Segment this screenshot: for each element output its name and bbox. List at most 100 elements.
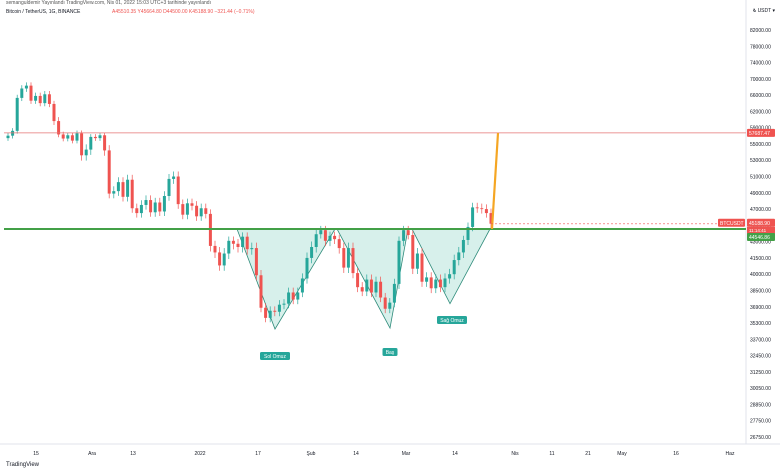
countdown-bg: [747, 226, 775, 234]
price-scale[interactable]: 82000.00 78000.00 74000.00 70000.00 66000.00…: [750, 28, 771, 441]
candle-body: [84, 149, 88, 156]
candle-body: [149, 200, 153, 213]
candle-body: [245, 236, 249, 250]
candle-body: [6, 135, 10, 139]
candle-body: [415, 253, 419, 269]
time-tick-label: Nis: [511, 451, 519, 457]
candle-body: [356, 273, 360, 288]
candle-body: [365, 279, 369, 292]
price-tick-label: 27750.00: [750, 419, 771, 425]
candle-body: [15, 97, 19, 131]
last-price-badge: 45188.90: [749, 221, 770, 227]
candle-body: [328, 235, 332, 241]
candle-body: [351, 248, 355, 274]
candle-body: [57, 121, 61, 135]
candle-body: [443, 278, 447, 288]
candle-body: [126, 179, 130, 197]
candle-body: [139, 204, 143, 214]
candle-body: [466, 226, 470, 240]
candle-body: [342, 248, 346, 268]
candle-body: [383, 297, 387, 309]
candle-body: [172, 176, 176, 179]
annotation-bg-3: [437, 316, 467, 324]
candle-body: [277, 304, 281, 312]
candle-body: [291, 292, 295, 300]
candle-body: [181, 204, 185, 215]
time-tick-label: 15: [33, 451, 39, 457]
candle-body: [153, 202, 157, 213]
candle-body: [287, 292, 291, 304]
symbol-badge: BTCUSDT: [720, 221, 744, 227]
time-scale[interactable]: 15 Ara 13 2022 17 Şub 14 Mar 14 Nis 11 21 May 16 Haz: [33, 451, 735, 457]
candle-body: [452, 260, 456, 275]
candle-body: [420, 253, 424, 282]
candle-body: [112, 191, 116, 194]
candle-body: [176, 176, 180, 205]
candle-body: [471, 207, 475, 227]
candle-body: [273, 310, 277, 312]
candle-body: [438, 279, 442, 288]
price-tick-label: 78000.00: [750, 44, 771, 50]
candle-body: [199, 208, 203, 217]
time-tick-label: 17: [255, 451, 261, 457]
candle-body: [158, 202, 162, 212]
candle-body: [480, 208, 484, 210]
time-tick-label: Şub: [307, 451, 316, 457]
annotation-layer: Sol Omuz Baş Sağ Omuz: [260, 316, 467, 360]
candle-body: [411, 235, 415, 269]
candle-body: [323, 230, 327, 241]
price-tick-label: 74000.00: [750, 61, 771, 67]
candle-body: [185, 203, 189, 215]
time-tick-label: Mar: [402, 451, 411, 457]
candle-body: [29, 85, 33, 101]
annotation-label-3: Sağ Omuz: [440, 318, 464, 324]
last-price-badge-bg: [747, 218, 775, 227]
annotation-bg-1: [260, 352, 290, 360]
price-tick-label: 51000.00: [750, 175, 771, 181]
currency-selector[interactable]: ₺ USDT ▾: [753, 8, 775, 14]
candle-body: [47, 94, 51, 104]
candle-body: [103, 135, 107, 151]
price-tick-label: 41500.00: [750, 256, 771, 262]
price-tick-label: 66000.00: [750, 93, 771, 99]
candle-body: [66, 135, 70, 139]
tradingview-logo: TradingView: [6, 462, 40, 468]
candle-body: [484, 209, 488, 214]
candle-body: [116, 182, 120, 192]
candle-body: [379, 281, 383, 298]
candle-body: [296, 292, 300, 300]
price-tick-label: 31250.00: [750, 370, 771, 376]
price-tick-label: 40000.00: [750, 272, 771, 278]
symbol-title[interactable]: Bitcoin / TetherUS, 1G, BINANCE: [6, 9, 81, 15]
candle-body: [70, 135, 74, 141]
time-tick-label: 16: [673, 451, 679, 457]
candle-body: [475, 207, 479, 209]
candle-body: [52, 103, 56, 122]
time-tick-label: 2022: [194, 451, 205, 457]
price-tick-label: 47000.00: [750, 207, 771, 213]
candle-body: [107, 150, 111, 194]
candle-body: [282, 303, 286, 305]
time-tick-label: 21: [585, 451, 591, 457]
candle-body: [227, 240, 231, 254]
candles-layer: [6, 82, 493, 323]
candle-body: [374, 281, 378, 293]
price-tick-label: 59000.00: [750, 126, 771, 132]
candle-body: [369, 279, 373, 293]
price-tick-label: 35300.00: [750, 321, 771, 327]
candle-body: [34, 95, 38, 101]
candle-body: [190, 203, 194, 206]
candle-body: [406, 230, 410, 236]
price-tick-label: 33700.00: [750, 337, 771, 343]
time-tick-label: 11: [549, 451, 554, 457]
candle-body: [448, 274, 452, 279]
candle-body: [254, 248, 258, 276]
candle-body: [38, 95, 42, 104]
candle-body: [360, 287, 364, 292]
candle-body: [461, 239, 465, 253]
time-tick-label: 13: [130, 451, 136, 457]
candle-body: [80, 133, 84, 156]
candle-body: [231, 240, 235, 244]
price-tick-label: 36900.00: [750, 305, 771, 311]
